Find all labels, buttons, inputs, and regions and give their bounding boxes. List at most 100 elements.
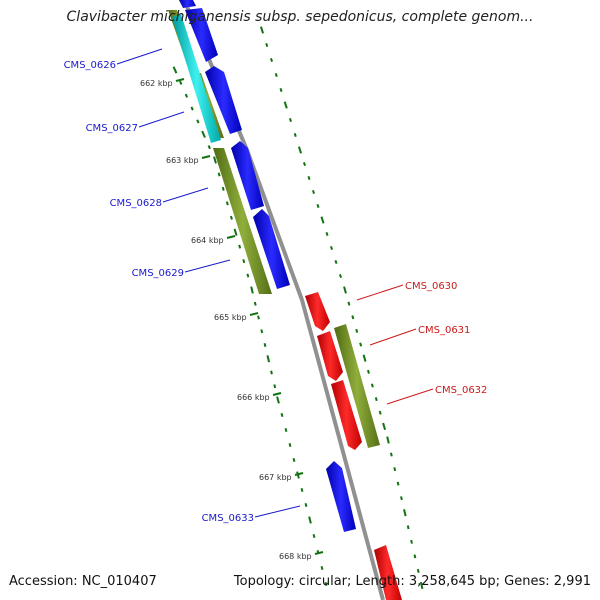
tick-mark	[316, 203, 320, 209]
tick-mark	[386, 436, 390, 444]
tick-mark	[302, 161, 307, 167]
tick-mark	[329, 245, 334, 251]
tick-mark	[374, 397, 378, 402]
gene-label-leader	[184, 259, 231, 273]
tick-mark-major	[314, 551, 324, 555]
gene-label-leader	[254, 505, 301, 518]
tick-mark	[320, 216, 325, 224]
tick-mark	[393, 467, 397, 472]
tick-mark	[416, 568, 420, 573]
cds-feature	[331, 380, 362, 450]
tick-label: 662 kbp	[140, 79, 173, 88]
tick-mark	[238, 244, 242, 249]
gene-label[interactable]: CMS_0630	[405, 281, 457, 292]
tick-mark	[293, 132, 297, 138]
tick-mark	[292, 458, 296, 462]
tick-mark	[359, 342, 363, 347]
tick-mark	[382, 422, 387, 431]
tick-mark	[307, 175, 311, 181]
tick-mark	[213, 156, 217, 164]
rna-feature	[172, 14, 221, 143]
tick-mark-major	[249, 312, 259, 316]
tick-mark	[289, 117, 292, 123]
tick-mark	[343, 286, 347, 294]
cds-feature	[231, 141, 264, 210]
tick-mark	[370, 383, 374, 388]
tick-labels: 662 kbp 663 kbp 664 kbp 665 kbp 666 kbp 667 k…	[140, 78, 324, 561]
gene-label[interactable]: CMS_0631	[418, 325, 470, 336]
tick-label: 664 kbp	[191, 236, 224, 245]
tick-mark	[347, 301, 351, 306]
tick-mark	[229, 215, 233, 220]
tick-mark	[225, 201, 229, 206]
tick-mark	[288, 443, 292, 447]
map-title: Clavibacter michiganensis subsp. sepedon…	[66, 9, 534, 25]
tick-mark	[324, 582, 328, 586]
tick-label: 665 kbp	[214, 313, 247, 322]
gene-labels[interactable]: CMS_0626 CMS_0627 CMS_0628 CMS_0629 CMS_0630…	[64, 48, 488, 524]
gene-label[interactable]: CMS_0628	[110, 198, 162, 209]
gene-label[interactable]: CMS_0633	[202, 513, 254, 524]
cds-feature	[253, 209, 290, 289]
tick-mark	[419, 581, 424, 590]
tick-mark	[259, 26, 265, 34]
tick-mark	[257, 315, 260, 320]
tick-mark	[362, 354, 367, 362]
gene-label-leader	[386, 388, 434, 405]
tick-mark	[351, 315, 355, 320]
tick-ring-inner	[172, 66, 328, 586]
tick-mark	[260, 329, 264, 334]
tick-mark	[406, 525, 410, 530]
tick-mark	[308, 516, 312, 524]
reverse-cds-track	[305, 292, 402, 600]
genome-summary-text: Topology: circular; Length: 3,258,645 bp…	[233, 574, 591, 589]
tick-mark	[297, 146, 303, 154]
tick-mark-major	[294, 472, 304, 476]
tick-mark	[196, 119, 200, 124]
tick-label: 667 kbp	[259, 473, 292, 482]
cds-feature	[305, 292, 330, 331]
gene-label[interactable]: CMS_0626	[64, 60, 116, 71]
gene-label[interactable]: CMS_0629	[132, 268, 184, 279]
tick-mark-major	[175, 78, 185, 82]
gene-label[interactable]: CMS_0627	[86, 123, 138, 134]
tick-mark	[311, 189, 316, 195]
tick-mark	[270, 57, 273, 63]
tick-mark	[217, 172, 221, 177]
tick-mark	[283, 101, 288, 109]
tick-mark	[274, 72, 278, 78]
tick-ring-outer	[259, 26, 424, 590]
tick-mark	[403, 509, 407, 517]
gene-label-leader	[369, 328, 417, 346]
tick-mark-major	[201, 155, 211, 159]
gene-label-leader	[138, 111, 185, 128]
gc-segment	[213, 148, 272, 294]
tick-mark	[389, 452, 393, 457]
gene-label[interactable]: CMS_0632	[435, 385, 487, 396]
cds-feature	[317, 331, 343, 381]
tick-mark	[276, 396, 280, 404]
tick-mark	[172, 66, 178, 74]
cds-feature	[374, 545, 402, 600]
tick-label: 666 kbp	[237, 393, 270, 402]
tick-mark	[396, 481, 400, 486]
accession-text: Accession: NC_010407	[9, 574, 157, 589]
tick-mark	[410, 539, 413, 544]
tick-mark	[334, 259, 338, 265]
tick-mark	[320, 566, 324, 570]
tick-mark	[270, 370, 273, 375]
tick-mark	[233, 228, 238, 236]
tick-mark	[253, 301, 257, 306]
tick-mark	[378, 410, 382, 415]
tick-label: 668 kbp	[279, 552, 312, 561]
tick-mark	[265, 42, 269, 48]
tick-mark	[273, 384, 277, 389]
tick-mark	[221, 186, 225, 191]
tick-mark	[190, 106, 194, 111]
tick-mark	[250, 286, 254, 294]
tick-mark	[325, 231, 329, 237]
cds-feature	[179, 0, 196, 8]
tick-mark	[400, 496, 403, 501]
tick-mark	[304, 503, 308, 507]
